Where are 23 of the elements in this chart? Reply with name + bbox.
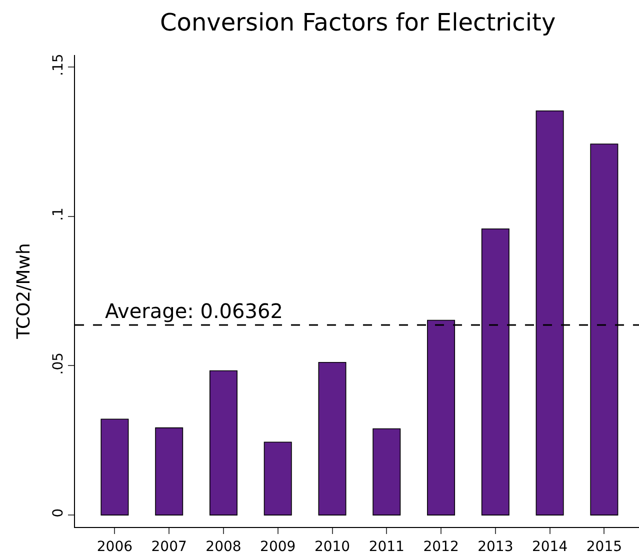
x-tick-label: 2006 <box>96 538 133 555</box>
x-tick-label: 2012 <box>423 538 459 555</box>
x-tick-label: 2013 <box>478 538 514 555</box>
y-tick-label: .15 <box>50 54 66 76</box>
bar <box>155 427 184 516</box>
x-tick-label: 2008 <box>206 538 242 555</box>
x-tick-label: 2010 <box>314 538 350 555</box>
y-tick-label: 0 <box>50 508 66 518</box>
x-tick-label: 2011 <box>368 538 404 555</box>
chart-title: Conversion Factors for Electricity <box>160 8 556 37</box>
y-tick-label: .05 <box>50 352 66 375</box>
bar <box>318 362 346 516</box>
y-axis-title: TCO2/Mwh <box>14 243 35 340</box>
bar <box>264 442 292 516</box>
x-tick-label: 2015 <box>586 538 622 555</box>
x-tick-label: 2007 <box>151 538 187 555</box>
bar <box>209 370 238 516</box>
ref-line-label: Average: 0.06362 <box>105 299 283 323</box>
x-tick-label: 2014 <box>532 538 568 555</box>
y-tick-label: .1 <box>50 208 66 221</box>
bar <box>100 418 129 516</box>
x-tick-label: 2009 <box>260 538 296 555</box>
bar <box>372 428 401 516</box>
